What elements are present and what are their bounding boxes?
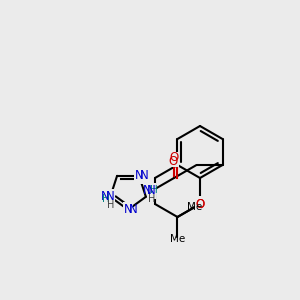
Text: H: H bbox=[150, 185, 158, 195]
Text: N: N bbox=[147, 184, 156, 197]
Text: N: N bbox=[129, 203, 138, 216]
Text: O: O bbox=[195, 197, 205, 211]
Text: Me: Me bbox=[170, 233, 185, 244]
Text: H: H bbox=[148, 194, 155, 204]
Text: N: N bbox=[100, 190, 109, 203]
Text: Me: Me bbox=[187, 202, 202, 212]
Text: N: N bbox=[140, 169, 149, 182]
Text: N: N bbox=[143, 184, 152, 197]
Text: N: N bbox=[135, 169, 143, 182]
Text: O: O bbox=[168, 155, 178, 168]
Text: H: H bbox=[101, 194, 109, 204]
Text: H: H bbox=[106, 200, 114, 210]
Text: N: N bbox=[106, 190, 115, 203]
Text: O: O bbox=[195, 197, 205, 211]
Text: N: N bbox=[124, 203, 133, 216]
Text: O: O bbox=[169, 151, 178, 164]
